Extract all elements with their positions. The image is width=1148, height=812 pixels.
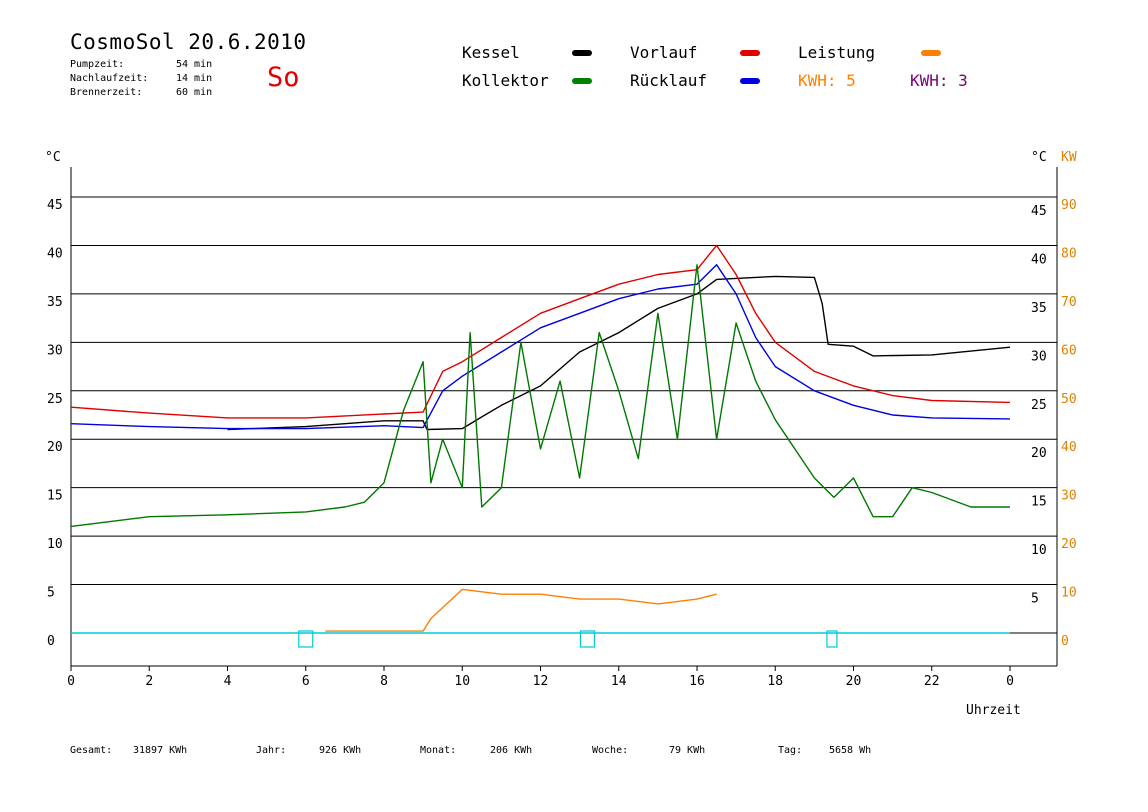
legend-kwh-second: KWH: 3: [910, 71, 968, 90]
x-tick-label: 16: [689, 674, 705, 689]
y-right-tick-label: 40: [1031, 252, 1047, 267]
x-tick-label: 10: [454, 674, 470, 689]
x-tick-label: 8: [380, 674, 388, 689]
stat-pumpzeit-value: 54 min: [176, 59, 213, 70]
axis-frame: [70, 167, 1058, 671]
series-kollektor: [70, 264, 1010, 528]
chart-title: CosmoSol 20.6.2010: [70, 30, 307, 54]
footer-woche-value: 79 KWh: [669, 745, 706, 756]
series-leistung: [325, 588, 717, 632]
y-kw-tick-label: 30: [1061, 489, 1077, 504]
series-layer: [70, 244, 1011, 632]
x-tick-label: 0: [67, 674, 75, 689]
stat-nachlaufzeit-label: Nachlaufzeit:: [70, 73, 149, 84]
y-right-tick-label: 30: [1031, 349, 1047, 364]
y-left-tick-label: 45: [47, 198, 63, 213]
legend-ruecklauf-swatch: [740, 78, 760, 84]
stat-brennerzeit-label: Brennerzeit:: [70, 87, 143, 98]
y-left-tick-label: 30: [47, 343, 63, 358]
pump-markers: [71, 630, 1057, 648]
y-right-unit: °C: [1031, 150, 1047, 165]
x-tick-label: 0: [1006, 674, 1014, 689]
y-kw-tick-label: 20: [1061, 537, 1077, 552]
y-left-tick-label: 20: [47, 440, 63, 455]
y-right-tick-label: 10: [1031, 543, 1047, 558]
x-tick-label: 2: [145, 674, 153, 689]
y-right-tick-label: 5: [1031, 592, 1039, 607]
x-tick-label: 12: [533, 674, 549, 689]
y-left-tick-label: 40: [47, 246, 63, 261]
stat-nachlaufzeit-value: 14 min: [176, 73, 213, 84]
y-kw-tick-label: 40: [1061, 440, 1077, 455]
y-left-unit: °C: [45, 150, 61, 165]
y-kw-tick-label: 60: [1061, 343, 1077, 358]
legend-kollektor-label: Kollektor: [462, 71, 549, 90]
pump-marker: [579, 630, 596, 648]
stat-brennerzeit-value: 60 min: [176, 87, 213, 98]
footer-tag-value: 5658 Wh: [829, 745, 872, 756]
y-kw-tick-label: 50: [1061, 392, 1077, 407]
tick-labels: 0 2 4 6 8 10 12 14 16 18 20 22 045403530252015105045…: [45, 150, 1077, 718]
y-kw-tick-label: 90: [1061, 198, 1077, 213]
x-tick-label: 18: [767, 674, 783, 689]
y-left-tick-label: 25: [47, 392, 63, 407]
footer-woche-label: Woche:: [592, 745, 629, 756]
series-vorlauf: [70, 244, 1011, 419]
y-left-tick-label: 0: [47, 634, 55, 649]
y-right-tick-label: 15: [1031, 495, 1047, 510]
y-right-tick-label: 25: [1031, 398, 1047, 413]
legend-vorlauf-label: Vorlauf: [630, 43, 698, 62]
legend-ruecklauf-label: Rücklauf: [630, 71, 708, 90]
legend-vorlauf-swatch: [740, 50, 760, 56]
footer-jahr-label: Jahr:: [256, 745, 287, 756]
legend-kessel-label: Kessel: [462, 43, 520, 62]
series-ruecklauf: [70, 264, 1011, 430]
pump-marker: [298, 630, 314, 648]
y-kw-unit: KW: [1061, 150, 1077, 165]
x-axis-label: Uhrzeit: [966, 703, 1021, 718]
y-right-tick-label: 20: [1031, 446, 1047, 461]
stat-pumpzeit-label: Pumpzeit:: [70, 59, 125, 70]
y-left-tick-label: 5: [47, 586, 55, 601]
footer-gesamt-value: 31897 KWh: [133, 745, 188, 756]
x-tick-label: 14: [611, 674, 627, 689]
footer-jahr-value: 926 KWh: [319, 745, 362, 756]
footer-tag-label: Tag:: [778, 745, 803, 756]
legend-kessel-swatch: [572, 50, 592, 56]
y-left-tick-label: 15: [47, 489, 63, 504]
grid-lines: [71, 196, 1057, 586]
legend-kwh-leistung: KWH: 5: [798, 71, 856, 90]
pump-marker: [826, 630, 838, 648]
x-tick-label: 20: [846, 674, 862, 689]
legend-leistung-swatch: [921, 50, 941, 56]
y-kw-tick-label: 70: [1061, 295, 1077, 310]
y-right-tick-label: 35: [1031, 301, 1047, 316]
y-left-tick-label: 35: [47, 295, 63, 310]
y-right-tick-label: 45: [1031, 204, 1047, 219]
x-tick-label: 4: [224, 674, 232, 689]
weekday-label: So: [267, 62, 300, 93]
legend-kollektor-swatch: [572, 78, 592, 84]
y-kw-tick-label: 80: [1061, 246, 1077, 261]
footer-monat-value: 206 KWh: [490, 745, 533, 756]
y-kw-tick-label: 0: [1061, 634, 1069, 649]
y-left-tick-label: 10: [47, 537, 63, 552]
x-tick-label: 6: [302, 674, 310, 689]
y-kw-tick-label: 10: [1061, 586, 1077, 601]
footer-monat-label: Monat:: [420, 745, 457, 756]
footer-gesamt-label: Gesamt:: [70, 745, 113, 756]
x-tick-label: 22: [924, 674, 940, 689]
legend-leistung-label: Leistung: [798, 43, 876, 62]
